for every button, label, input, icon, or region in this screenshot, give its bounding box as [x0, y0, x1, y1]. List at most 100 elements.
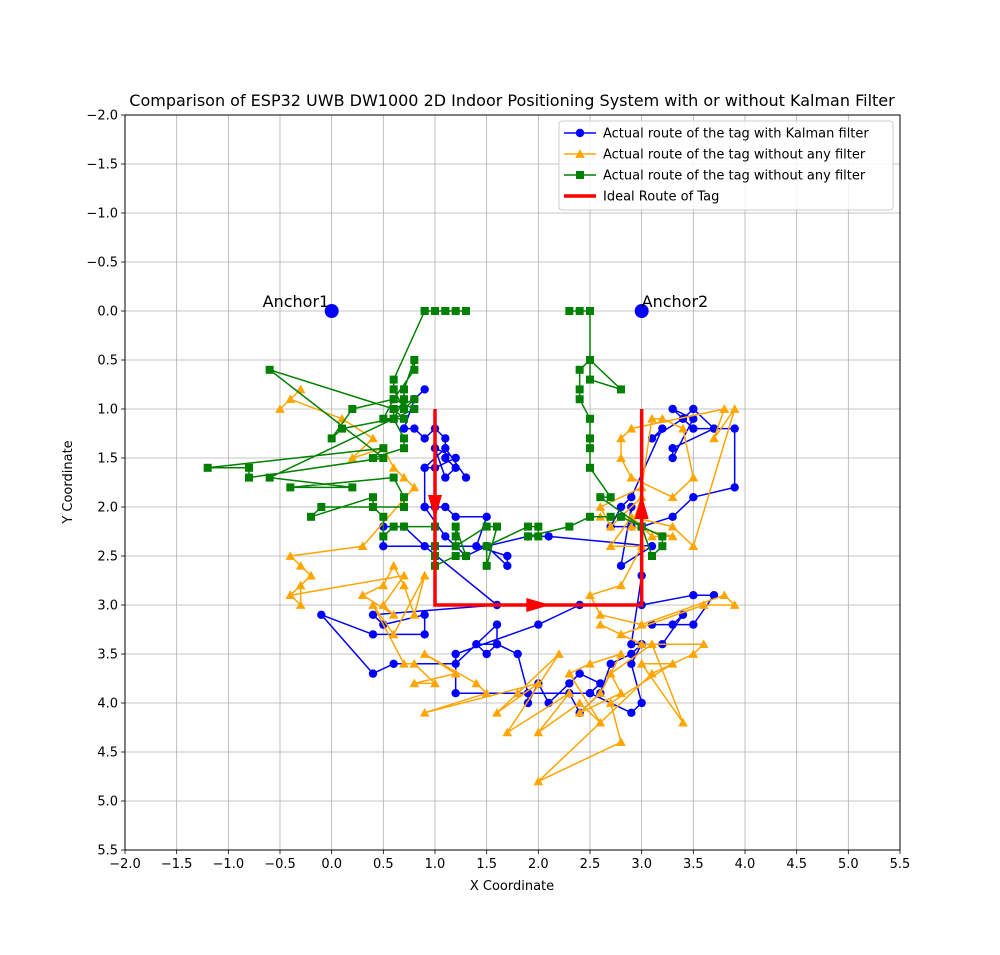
data-point: [389, 405, 398, 413]
data-point: [317, 610, 326, 619]
y-tick-label: 3.5: [97, 648, 118, 663]
data-point: [729, 404, 740, 413]
data-point: [389, 414, 398, 423]
data-point: [626, 521, 637, 531]
data-point: [441, 532, 450, 541]
data-point: [400, 414, 408, 423]
data-point: [481, 688, 492, 698]
data-point: [400, 395, 408, 404]
data-point: [627, 640, 636, 649]
y-tick-label: 2.5: [97, 550, 118, 565]
data-point: [389, 473, 398, 482]
data-point: [420, 630, 429, 639]
data-point: [668, 453, 677, 463]
data-point: [709, 433, 719, 443]
data-point: [658, 532, 667, 541]
data-point: [317, 503, 326, 511]
y-tick-label: 5.5: [97, 844, 118, 859]
data-point: [471, 678, 482, 688]
data-point: [482, 512, 491, 521]
data-point: [420, 434, 429, 443]
data-point: [595, 688, 606, 698]
data-point: [410, 405, 419, 413]
data-point: [451, 522, 460, 531]
data-point: [575, 307, 584, 315]
data-point: [472, 542, 481, 551]
data-point: [451, 649, 460, 659]
data-point: [389, 375, 398, 384]
x-tick-label: −2.0: [109, 857, 141, 872]
data-point: [667, 521, 678, 531]
x-tick-label: 3.0: [631, 857, 652, 872]
data-point: [616, 453, 626, 462]
data-point: [400, 405, 408, 413]
x-axis-title: X Coordinate: [470, 879, 554, 894]
data-point: [451, 689, 460, 698]
data-point: [667, 531, 678, 541]
data-point: [617, 385, 625, 394]
data-point: [388, 463, 399, 472]
data-point: [492, 620, 502, 629]
data-point: [389, 385, 398, 394]
data-point: [306, 570, 316, 580]
data-point: [565, 307, 574, 315]
data-point: [410, 365, 419, 374]
ideal-route-arrowhead: [428, 495, 442, 519]
data-point: [482, 649, 491, 659]
data-point: [399, 472, 409, 482]
legend-box: [558, 120, 894, 211]
data-point: [419, 708, 430, 717]
data-point: [482, 542, 491, 551]
data-point: [451, 542, 460, 551]
data-point: [606, 659, 615, 668]
data-point: [400, 503, 408, 511]
data-point: [668, 512, 677, 521]
x-tick-label: −1.0: [213, 857, 245, 872]
data-point: [616, 561, 626, 570]
x-tick-label: 3.5: [683, 857, 704, 872]
data-point: [575, 149, 585, 158]
data-point: [492, 708, 502, 717]
data-point: [667, 492, 678, 502]
data-point: [586, 512, 594, 521]
data-point: [357, 541, 368, 551]
data-point: [493, 522, 501, 531]
data-point: [575, 385, 584, 394]
data-point: [534, 620, 543, 629]
data-point: [399, 570, 409, 580]
data-point: [667, 659, 678, 668]
data-point: [368, 433, 378, 443]
data-point: [586, 434, 594, 443]
data-point: [420, 385, 429, 394]
data-point: [388, 561, 399, 570]
data-point: [400, 434, 408, 443]
data-point: [451, 512, 460, 521]
data-point: [502, 727, 513, 737]
data-point: [637, 698, 646, 708]
data-point: [472, 640, 481, 649]
anchor-point: [324, 304, 339, 318]
data-point: [348, 405, 357, 413]
data-point: [441, 502, 450, 512]
data-point: [441, 453, 450, 463]
data-point: [595, 502, 606, 511]
data-point: [451, 659, 460, 668]
data-point: [534, 522, 543, 531]
data-point: [636, 659, 647, 668]
data-point: [285, 551, 296, 560]
x-tick-label: 0.0: [321, 857, 342, 872]
data-point: [533, 727, 544, 737]
data-point: [657, 414, 668, 423]
data-point: [668, 444, 677, 453]
data-point: [369, 503, 377, 511]
data-point: [327, 434, 336, 443]
data-point: [616, 580, 626, 590]
y-tick-label: 2.0: [97, 501, 118, 516]
data-point: [719, 404, 730, 413]
data-point: [627, 649, 636, 659]
data-point: [400, 493, 408, 502]
data-point: [576, 171, 584, 179]
data-point: [409, 482, 420, 492]
data-point: [451, 453, 460, 463]
